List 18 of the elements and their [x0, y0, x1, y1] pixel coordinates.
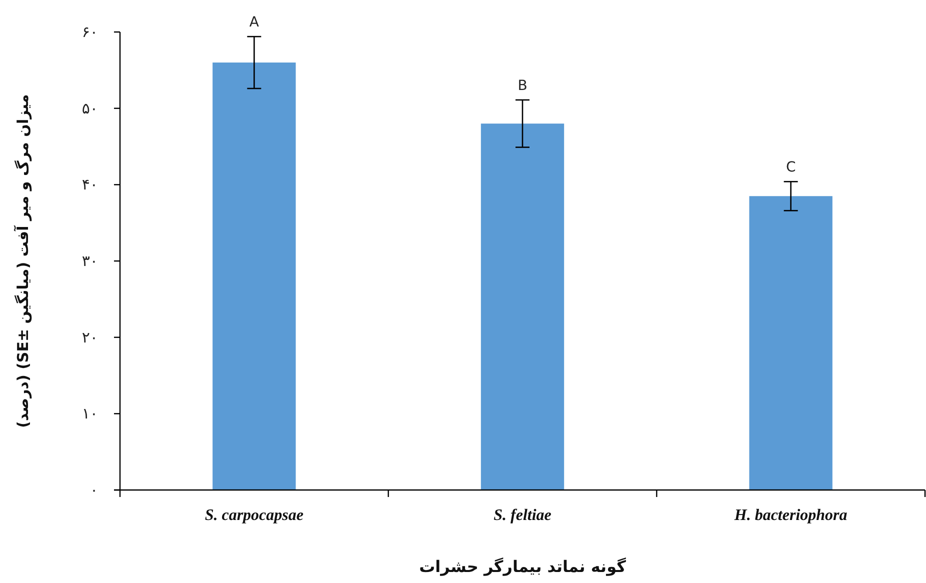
annotation: C	[786, 160, 796, 176]
x-tick-label: S. carpocapsae	[204, 507, 304, 524]
annotation: B	[518, 78, 528, 94]
bar	[480, 124, 564, 490]
annotation: A	[249, 14, 260, 31]
bar	[749, 196, 832, 490]
y-tick-label: ۲۰	[82, 328, 98, 346]
x-axis-title: گونه نماتد بیمارگر حشرات	[419, 557, 627, 576]
y-tick-label: ۰	[90, 481, 98, 499]
y-tick-label: ۶۰	[82, 23, 98, 41]
y-tick-label: ۳۰	[82, 252, 98, 270]
y-tick-label: ۴۰	[82, 176, 98, 194]
bar	[212, 62, 296, 490]
y-tick-label: ۱۰	[82, 404, 98, 423]
x-tick-label: S. feltiae	[494, 507, 552, 524]
y-axis-title: میزان مرگ و میر آفت (میانگین ±SE) (درصد)	[13, 94, 32, 428]
x-tick-label: H. bacteriophora	[733, 507, 848, 524]
y-tick-label: ۵۰	[82, 99, 98, 118]
